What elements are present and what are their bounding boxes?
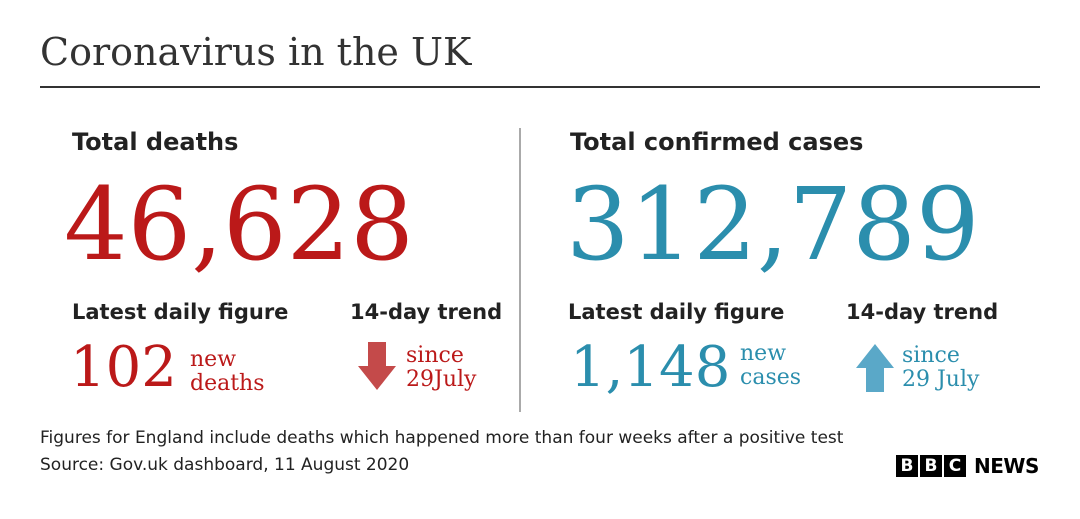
arrow-down-icon [358,342,396,390]
logo-word: NEWS [974,454,1039,478]
deaths-total: 46,628 [64,166,414,283]
bbc-news-logo: B B C NEWS [896,454,1039,478]
logo-block-b1: B [896,455,918,477]
cases-trend-date: 29 July [902,367,980,392]
logo-block-b2: B [920,455,942,477]
cases-total: 312,789 [566,166,980,283]
logo-block-c: C [944,455,966,477]
panel-divider [519,128,521,412]
source-note: Source: Gov.uk dashboard, 11 August 2020 [40,455,410,475]
cases-daily-label: Latest daily figure [568,300,785,324]
cases-trend-since: since [902,343,960,368]
cases-daily-value: 1,148 [570,335,731,400]
deaths-daily-unit-line2: deaths [190,371,265,396]
title-rule [40,86,1040,88]
deaths-trend-date: 29July [406,367,477,392]
footnote: Figures for England include deaths which… [40,428,844,448]
cases-trend-label: 14-day trend [846,300,999,324]
page-title: Coronavirus in the UK [40,30,472,74]
deaths-daily-value: 102 [70,335,177,400]
cases-daily-unit-line1: new [740,341,787,366]
deaths-heading: Total deaths [72,128,239,156]
deaths-daily-label: Latest daily figure [72,300,289,324]
deaths-trend-label: 14-day trend [350,300,503,324]
cases-daily-unit-line2: cases [740,365,802,390]
deaths-daily-unit-line1: new [190,347,237,372]
arrow-up-icon [856,344,894,392]
cases-heading: Total confirmed cases [570,128,864,156]
deaths-trend-since: since [406,343,464,368]
